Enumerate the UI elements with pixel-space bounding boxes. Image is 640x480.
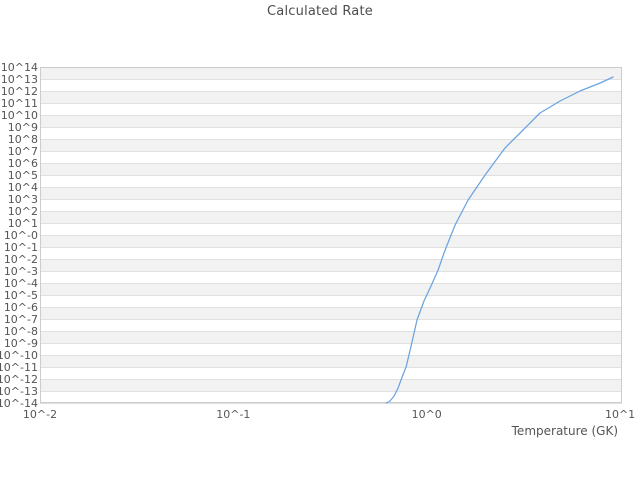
y-tick-label: 10^-13 — [0, 385, 38, 398]
x-tick-label: 10^0 — [412, 408, 442, 421]
y-tick-label: 10^13 — [1, 73, 38, 86]
grid-band — [40, 247, 622, 259]
y-tick-label: 10^7 — [8, 145, 38, 158]
grid-band — [40, 295, 622, 307]
y-tick-label: 10^-11 — [0, 361, 38, 374]
grid-band — [40, 151, 622, 163]
y-tick-label: 10^12 — [1, 85, 38, 98]
grid-band — [40, 103, 622, 115]
grid-band — [40, 283, 622, 295]
y-tick-label: 10^-1 — [4, 241, 38, 254]
grid-band — [40, 199, 622, 211]
rate-curve — [385, 76, 614, 404]
x-tick-label: 10^-1 — [216, 408, 250, 421]
grid-band — [40, 367, 622, 379]
y-tick-label: 10^14 — [1, 61, 38, 74]
y-tick-label: 10^-4 — [4, 277, 38, 290]
grid-band — [40, 67, 622, 79]
grid-band — [40, 355, 622, 367]
y-tick-label: 10^4 — [8, 181, 38, 194]
grid-band — [40, 343, 622, 355]
y-tick-label: 10^5 — [8, 169, 38, 182]
grid-band — [40, 235, 622, 247]
grid-band — [40, 79, 622, 91]
y-tick-label: 10^-0 — [4, 229, 38, 242]
grid-band — [40, 319, 622, 331]
grid-band — [40, 379, 622, 391]
y-tick-label: 10^1 — [8, 217, 38, 230]
x-tick-label: 10^-2 — [23, 408, 57, 421]
y-tick-label: 10^8 — [8, 133, 38, 146]
plot-border — [40, 67, 622, 403]
grid-band — [40, 91, 622, 103]
grid-band — [40, 307, 622, 319]
y-tick-label: 10^-12 — [0, 373, 38, 386]
x-tick-label: 10^1 — [605, 408, 635, 421]
y-tick-label: 10^3 — [8, 193, 38, 206]
grid-band — [40, 211, 622, 223]
y-tick-label: 10^-10 — [0, 349, 38, 362]
y-tick-label: 10^-2 — [4, 253, 38, 266]
y-tick-label: 10^-14 — [0, 397, 38, 410]
y-tick-label: 10^2 — [8, 205, 38, 218]
grid-band — [40, 187, 622, 199]
y-tick-label: 10^10 — [1, 109, 38, 122]
grid-band — [40, 259, 622, 271]
grid-band — [40, 175, 622, 187]
x-axis-title: Temperature (GK) — [511, 424, 618, 438]
y-tick-label: 10^-7 — [4, 313, 38, 326]
y-tick-label: 10^9 — [8, 121, 38, 134]
grid-band — [40, 331, 622, 343]
grid-band — [40, 115, 622, 127]
y-tick-label: 10^-8 — [4, 325, 38, 338]
grid-band — [40, 163, 622, 175]
y-tick-label: 10^11 — [1, 97, 38, 110]
y-tick-label: 10^-6 — [4, 301, 38, 314]
grid-band — [40, 223, 622, 235]
chart-title: Calculated Rate — [267, 4, 373, 19]
y-tick-label: 10^6 — [8, 157, 38, 170]
y-tick-label: 10^-3 — [4, 265, 38, 278]
y-tick-label: 10^-9 — [4, 337, 38, 350]
grid-band — [40, 391, 622, 403]
grid-band — [40, 271, 622, 283]
y-tick-label: 10^-5 — [4, 289, 38, 302]
grid-band — [40, 139, 622, 151]
grid-band — [40, 127, 622, 139]
